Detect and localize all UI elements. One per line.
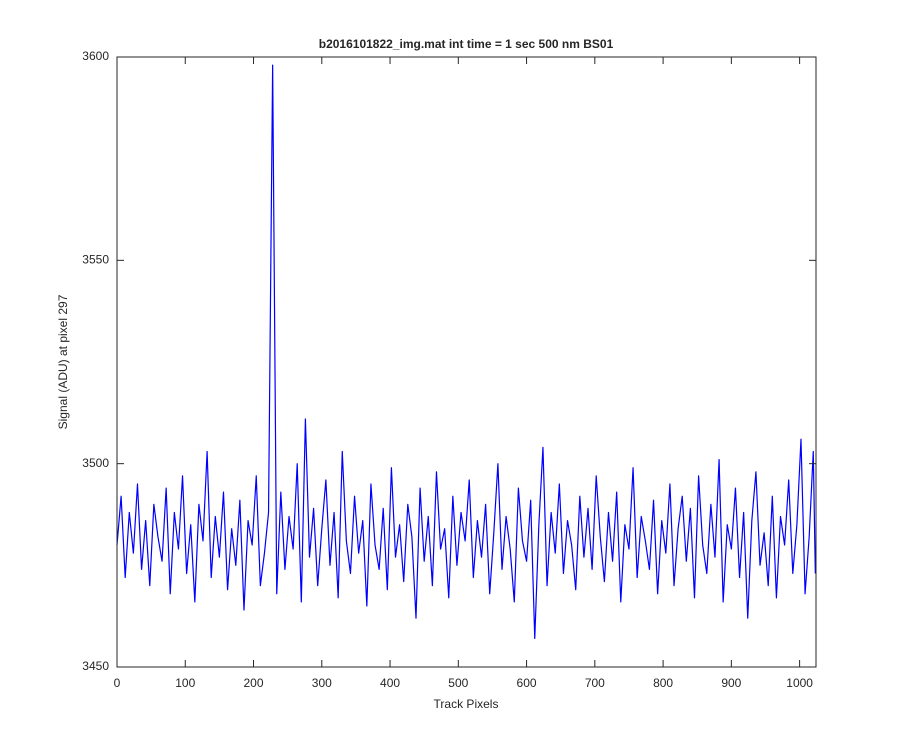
y-tick-label: 3500 — [82, 456, 109, 470]
x-tick-label: 300 — [312, 676, 332, 690]
x-axis-label: Track Pixels — [434, 697, 499, 711]
x-tick-label: 200 — [244, 676, 264, 690]
y-tick-label: 3600 — [82, 49, 109, 63]
x-tick-label: 0 — [114, 676, 121, 690]
y-tick-label: 3450 — [82, 659, 109, 673]
x-tick-label: 1000 — [786, 676, 813, 690]
x-tick-label: 700 — [585, 676, 605, 690]
x-tick-label: 100 — [175, 676, 195, 690]
data-line — [116, 64, 816, 640]
x-tick-label: 600 — [517, 676, 537, 690]
x-tick-label: 400 — [380, 676, 400, 690]
axes-box — [116, 56, 817, 668]
y-tick-label: 3550 — [82, 253, 109, 267]
x-tick-label: 800 — [653, 676, 673, 690]
y-axis-label: Signal (ADU) at pixel 297 — [56, 294, 70, 429]
x-tick-label: 900 — [721, 676, 741, 690]
x-tick-label: 500 — [448, 676, 468, 690]
chart-title: b2016101822_img.mat int time = 1 sec 500… — [319, 37, 614, 51]
